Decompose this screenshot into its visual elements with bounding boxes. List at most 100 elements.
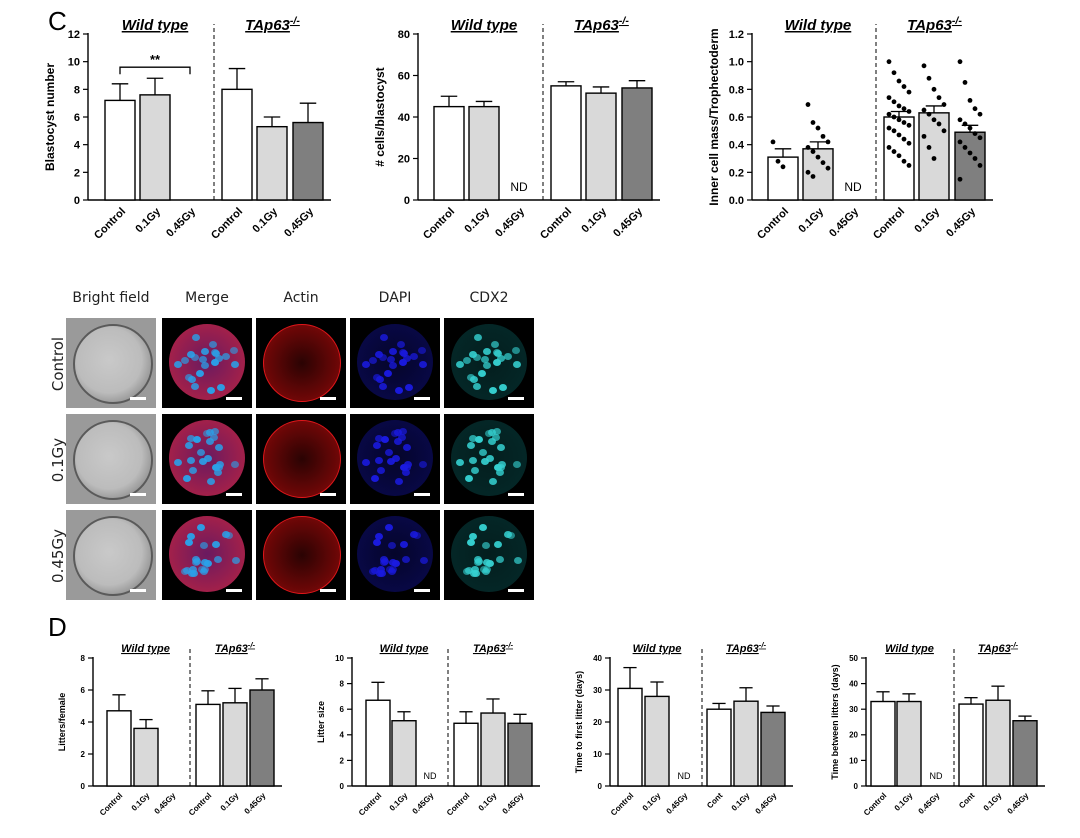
y-tick-label: 12 (68, 29, 80, 41)
nucleus (210, 359, 219, 367)
nucleus (361, 361, 370, 369)
data-point (931, 86, 937, 92)
y-tick-label: 4 (81, 718, 86, 727)
y-tick-label: 0 (404, 195, 410, 207)
data-point (901, 84, 907, 89)
x-tick-label: 0.1Gy (250, 205, 280, 235)
data-point (921, 63, 927, 69)
y-tick-label: 0.0 (729, 195, 744, 207)
nucleus (192, 436, 201, 444)
nucleus (189, 569, 198, 577)
y-tick-label: 0 (598, 782, 603, 791)
micrograph-cdx2 (444, 318, 534, 408)
group-header-tap63: TAp63-/- (215, 641, 256, 655)
y-tick-label: 50 (849, 654, 858, 663)
nucleus (389, 362, 398, 370)
nucleus (400, 463, 409, 471)
x-tick-label: 0.45Gy (282, 205, 317, 240)
nucleus (173, 459, 182, 467)
chart-c3: 0.0 0.2 0.4 0.6 0.8 1.0 1.2 Inner cell mass/Tro… (707, 15, 993, 242)
nucleus (375, 376, 384, 384)
nucleus (418, 460, 427, 468)
data-point (820, 133, 826, 139)
y-tick-label: 0 (74, 195, 80, 207)
nucleus (212, 463, 221, 471)
nucleus (393, 437, 402, 445)
column-header-actin: Actin (283, 290, 319, 306)
data-point (810, 149, 816, 154)
nucleus (469, 533, 478, 540)
data-point (825, 139, 831, 145)
nucleus (512, 460, 521, 468)
bar (433, 105, 465, 201)
bar (896, 700, 922, 787)
x-tick-label: 0.1Gy (912, 205, 942, 235)
bar (870, 700, 896, 787)
column-header-cdx2: CDX2 (469, 290, 509, 306)
bar (195, 703, 221, 787)
group-header-tap63: TAp63-/- (473, 641, 514, 655)
data-point (931, 156, 937, 161)
group-header-tap63: TAp63-/- (726, 641, 767, 655)
group-header-wild-type: Wild type (885, 643, 934, 655)
nd-label: ND (930, 771, 943, 781)
data-point (896, 117, 902, 123)
group-header-wild-type: Wild type (785, 17, 852, 34)
nucleus (478, 448, 487, 456)
embryo-shape (357, 516, 433, 592)
chart-d3: 0 10 20 30 40 Time to first litter (days) Wild… (574, 641, 793, 818)
x-tick-label: 0.1Gy (579, 205, 609, 235)
nucleus (489, 386, 498, 394)
scale-bar (414, 493, 430, 496)
nucleus (479, 523, 488, 531)
data-point (941, 102, 947, 107)
group-header-wild-type: Wild type (633, 643, 682, 655)
data-point (891, 149, 897, 154)
nucleus (504, 353, 513, 361)
nucleus (471, 467, 480, 475)
group-header-wild-type: Wild type (121, 643, 170, 655)
nucleus (467, 441, 476, 449)
y-tick-label: 2 (81, 750, 86, 759)
nucleus (375, 350, 384, 358)
nucleus (212, 349, 221, 357)
y-tick-label: 8 (81, 654, 86, 663)
nucleus (203, 430, 212, 438)
nucleus (495, 556, 504, 564)
y-axis-label: Blastocyst number (43, 63, 57, 171)
data-point (891, 70, 897, 76)
nucleus (402, 354, 411, 362)
data-point (886, 59, 892, 65)
bar (760, 711, 786, 787)
nucleus (192, 558, 201, 566)
x-tick-label: 0.1Gy (982, 791, 1004, 813)
chart-c1: 0 2 4 6 8 10 12 Blastocyst number Wild type TAp63… (43, 15, 331, 242)
data-point (805, 102, 811, 107)
bar (507, 722, 533, 787)
scale-bar (226, 493, 242, 496)
y-tick-label: 0.2 (729, 167, 744, 179)
data-point (896, 103, 902, 109)
y-tick-label: 0 (81, 782, 86, 791)
y-tick-label: 8 (74, 84, 80, 96)
data-point (896, 153, 902, 159)
micrograph-bright-field (66, 510, 156, 600)
y-tick-label: 80 (398, 29, 410, 41)
y-tick-label: 30 (593, 686, 602, 695)
nd-label: ND (844, 180, 862, 194)
data-point (926, 75, 932, 81)
nucleus (482, 566, 491, 574)
nucleus (198, 356, 207, 364)
nucleus (497, 443, 506, 451)
nucleus (455, 361, 464, 369)
micrograph-bright-field (66, 414, 156, 504)
data-point (906, 122, 912, 128)
y-tick-label: 20 (398, 153, 410, 165)
x-tick-label: 0.1Gy (730, 791, 752, 813)
nucleus (481, 541, 490, 549)
y-tick-label: 40 (849, 679, 858, 688)
nucleus (491, 433, 500, 441)
nucleus (492, 359, 501, 367)
data-point (891, 99, 897, 105)
y-tick-label: 6 (74, 112, 80, 124)
